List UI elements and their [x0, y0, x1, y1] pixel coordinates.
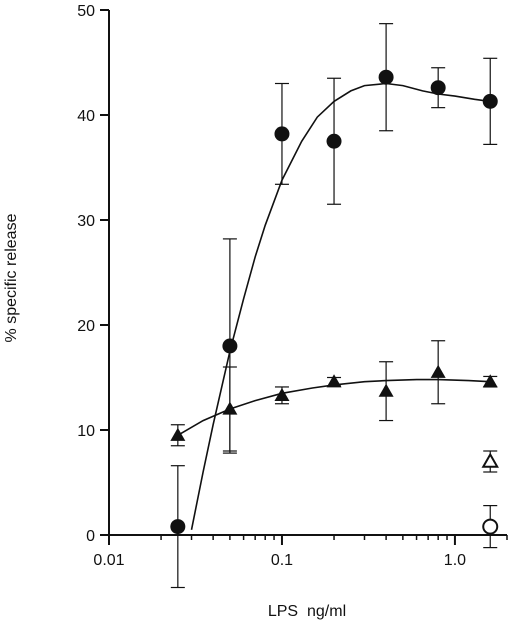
x-tick-label: 0.01	[93, 552, 124, 569]
data-point-triangle	[274, 387, 290, 401]
x-tick-label: 0.1	[271, 552, 293, 569]
data-point-circle	[222, 338, 238, 354]
data-point-triangle	[482, 374, 498, 388]
data-point-circle	[378, 69, 394, 85]
fit-curve-1	[190, 82, 491, 530]
data-point-triangle	[430, 364, 446, 378]
y-tick-label: 50	[77, 3, 95, 20]
data-point-circle	[326, 133, 342, 149]
data-point-circle	[482, 93, 498, 109]
data-point-circle	[430, 80, 446, 96]
y-tick-label: 30	[77, 213, 95, 230]
fit-curve-2	[177, 378, 491, 436]
data-point-triangle	[170, 427, 186, 441]
data-point-open-triangle	[481, 452, 499, 468]
data-point-triangle	[378, 383, 394, 397]
data-points	[170, 69, 499, 535]
data-point-circle	[170, 519, 186, 535]
y-tick-label: 40	[77, 108, 95, 125]
data-point-open-circle	[482, 518, 499, 535]
y-axis-label: % specific release	[3, 213, 20, 342]
y-tick-label: 20	[77, 318, 95, 335]
axes	[108, 10, 507, 536]
data-point-triangle	[326, 374, 342, 388]
x-axis-label: LPS ng/ml	[268, 603, 346, 620]
data-point-triangle	[222, 401, 238, 415]
error-bars	[170, 23, 498, 589]
x-tick-label: 1.0	[444, 552, 466, 569]
y-tick-label: 10	[77, 423, 95, 440]
y-tick-label: 0	[86, 528, 95, 545]
data-point-circle	[274, 126, 290, 142]
ticks: 0 10 20 30 40 50 0.01 0.1 1.0	[77, 3, 508, 569]
